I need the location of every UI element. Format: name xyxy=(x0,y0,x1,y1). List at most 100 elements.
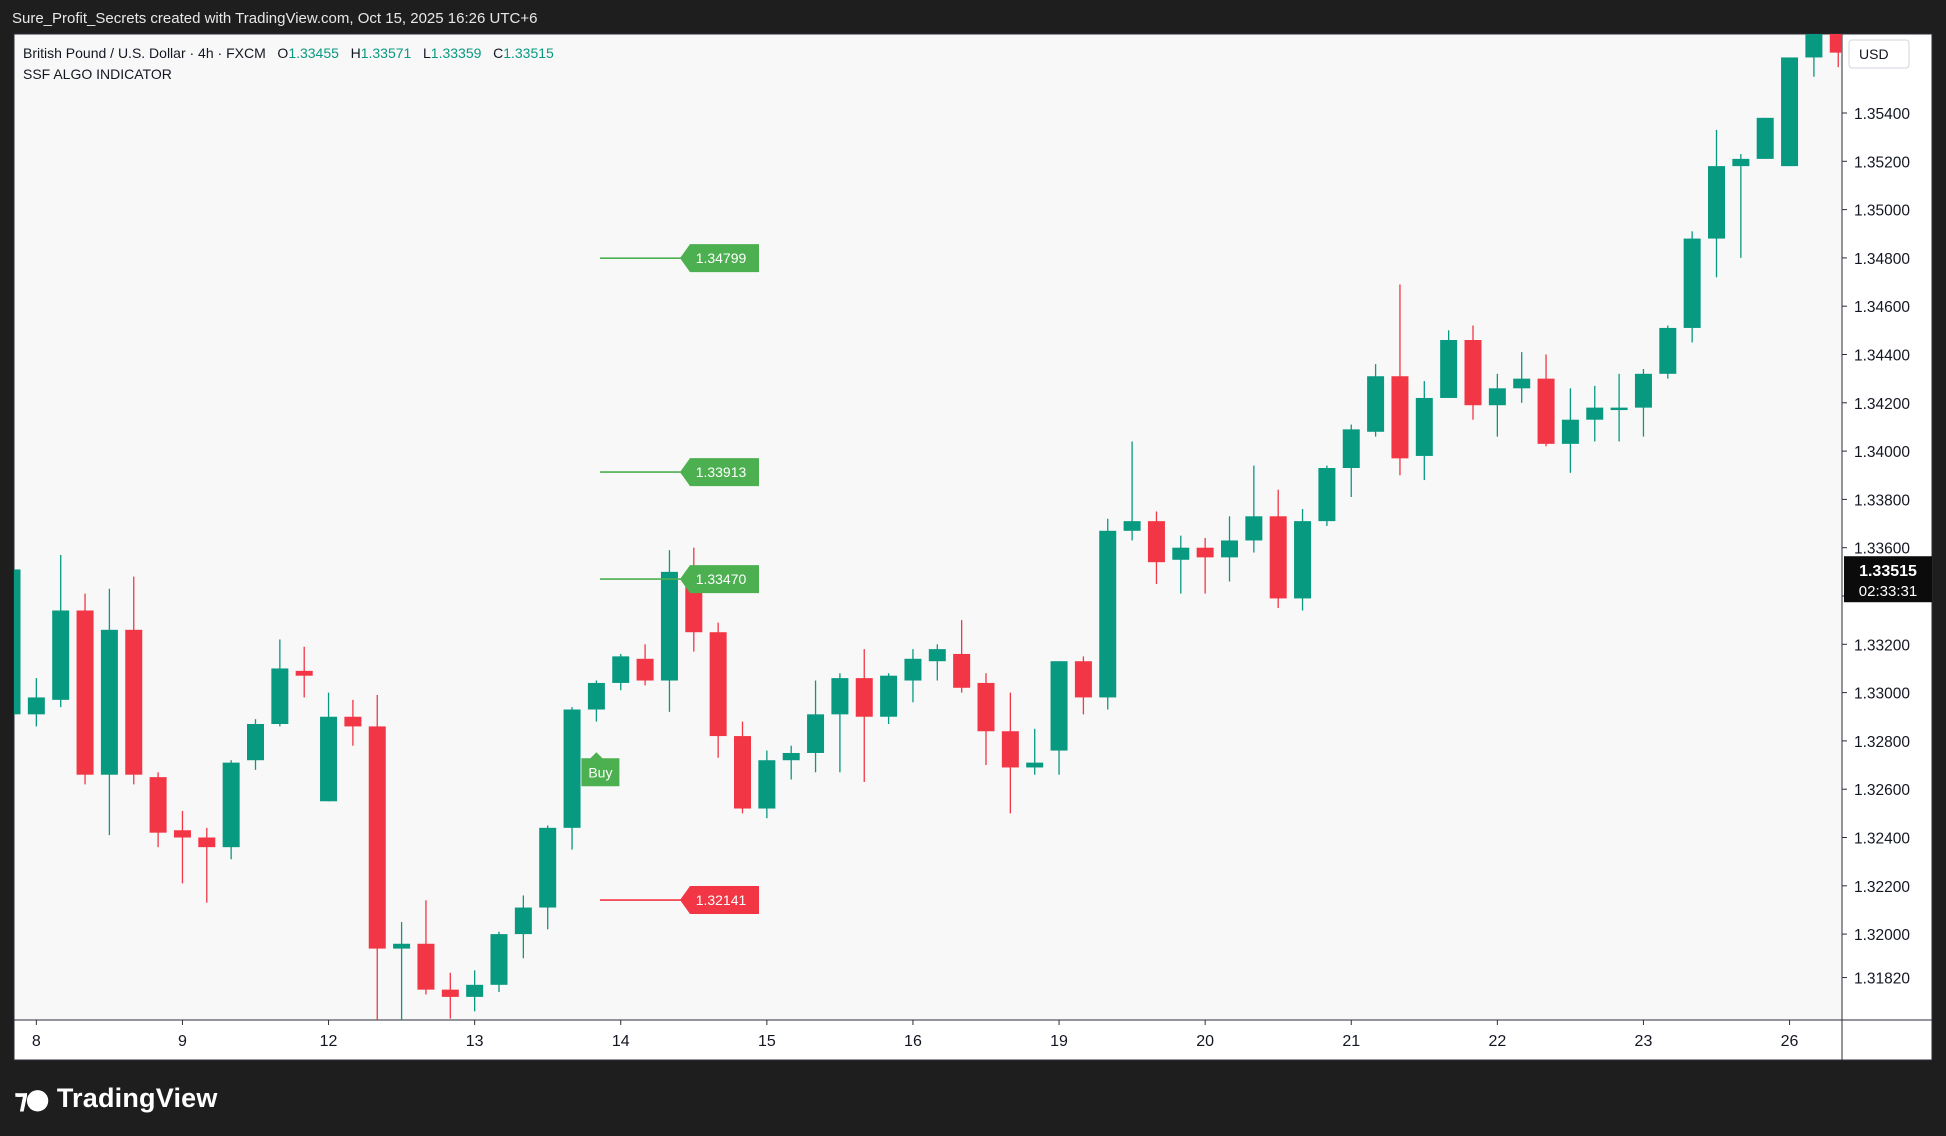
level-label-box xyxy=(680,244,759,273)
candle-body xyxy=(247,723,264,761)
candle-body xyxy=(831,678,849,715)
candle-body xyxy=(52,610,70,700)
candle-body xyxy=(1440,340,1458,398)
candle-body xyxy=(271,668,289,724)
candle-body xyxy=(587,682,605,710)
price-axis xyxy=(1842,34,1932,1020)
candle-body xyxy=(514,907,532,935)
candle-body xyxy=(1099,530,1117,698)
candle-body xyxy=(320,716,338,802)
open-value: 1.33455 xyxy=(288,45,339,61)
tradingview-logo-icon: ⁊● xyxy=(14,1082,50,1115)
candle-body xyxy=(1221,540,1238,558)
currency-button xyxy=(1848,39,1910,69)
candle-body xyxy=(1708,166,1725,239)
x-tick-label: 12 xyxy=(320,1033,338,1050)
low-label: L xyxy=(423,45,431,61)
candle-body xyxy=(880,675,898,717)
candle-body xyxy=(27,697,45,715)
candle-body xyxy=(1269,516,1287,599)
candle-body xyxy=(1123,521,1141,531)
candle-body xyxy=(1026,762,1044,768)
candle-body xyxy=(368,726,386,949)
y-tick-label: 1.35400 xyxy=(1854,106,1910,123)
x-tick-label: 13 xyxy=(466,1033,484,1050)
close-label: C xyxy=(493,45,504,61)
y-tick-label: 1.33000 xyxy=(1854,686,1910,703)
candle-body xyxy=(1488,388,1506,406)
candle-body xyxy=(758,760,776,809)
x-tick-label: 21 xyxy=(1342,1033,1360,1050)
candle-body xyxy=(125,629,143,775)
x-tick-label: 19 xyxy=(1050,1033,1068,1050)
candle-body xyxy=(1805,34,1823,58)
chart-frame xyxy=(13,33,1933,1061)
x-tick-label: 14 xyxy=(612,1033,630,1050)
candle-body xyxy=(612,656,630,683)
candle-body xyxy=(393,943,411,949)
symbol-title: British Pound / U.S. Dollar · 4h · FXCM xyxy=(23,45,266,61)
y-tick-label: 1.32400 xyxy=(1854,831,1910,848)
y-tick-label: 1.34600 xyxy=(1854,299,1910,316)
candle-body xyxy=(1683,238,1701,328)
y-tick-label: 1.32800 xyxy=(1854,734,1910,751)
y-tick-label: 1.34000 xyxy=(1854,444,1910,461)
y-tick-label: 1.32600 xyxy=(1854,782,1910,799)
level-label-box xyxy=(680,886,759,915)
candles-group xyxy=(14,34,1842,1020)
candle-body xyxy=(1586,407,1604,420)
header-caption-bar: Sure_Profit_Secrets created with Trading… xyxy=(0,0,1946,38)
candle-body xyxy=(563,709,581,828)
plot-area xyxy=(14,34,1842,1020)
candle-body xyxy=(953,653,971,688)
x-tick-label: 8 xyxy=(32,1033,41,1050)
y-tick-label: 1.34200 xyxy=(1854,396,1910,413)
candle-body xyxy=(1196,547,1214,558)
candle-body xyxy=(1659,327,1677,374)
candle-body xyxy=(807,714,825,753)
level-label: 1.33470 xyxy=(696,571,747,587)
candle-body xyxy=(344,716,362,727)
tradingview-logo-text: TradingView xyxy=(56,1083,218,1113)
y-tick-label: 1.35200 xyxy=(1854,154,1910,171)
candle-body xyxy=(660,571,678,681)
candle-body xyxy=(417,943,435,990)
y-tick-label: 1.32000 xyxy=(1854,927,1910,944)
candle-body xyxy=(855,678,873,717)
close-value: 1.33515 xyxy=(503,45,554,61)
current-price-badge xyxy=(1844,556,1932,603)
level-label: 1.33913 xyxy=(696,464,747,480)
x-tick-label: 15 xyxy=(758,1033,776,1050)
x-tick-label: 20 xyxy=(1196,1033,1214,1050)
x-tick-label: 26 xyxy=(1781,1033,1799,1050)
level-label: 1.32141 xyxy=(696,892,747,908)
candle-body xyxy=(1756,117,1774,159)
candle-body xyxy=(1391,376,1409,459)
level-label-box xyxy=(680,458,759,487)
candle-body xyxy=(295,670,313,676)
candle-body xyxy=(1513,378,1531,389)
candle-body xyxy=(490,934,508,985)
tradingview-logo: ⁊● TradingView xyxy=(14,1082,218,1115)
candle-body xyxy=(1050,661,1068,751)
y-tick-label: 1.31820 xyxy=(1854,971,1910,988)
candle-body xyxy=(222,762,240,848)
candle-body xyxy=(1732,158,1750,167)
y-tick-label: 1.32200 xyxy=(1854,879,1910,896)
candle-body xyxy=(1829,34,1842,53)
x-tick-label: 23 xyxy=(1635,1033,1653,1050)
candle-body xyxy=(76,610,94,775)
level-label-box xyxy=(680,565,759,594)
current-price-label: 1.33515 xyxy=(1859,563,1917,580)
candle-body xyxy=(1367,376,1385,432)
x-tick-label: 22 xyxy=(1488,1033,1506,1050)
y-tick-label: 1.33600 xyxy=(1854,541,1910,558)
candle-body xyxy=(1634,373,1652,408)
y-tick-label: 1.34800 xyxy=(1854,251,1910,268)
indicator-legend[interactable]: SSF ALGO INDICATOR xyxy=(23,66,172,82)
symbol-legend: British Pound / U.S. Dollar · 4h · FXCM … xyxy=(23,45,554,61)
candle-body xyxy=(1537,378,1555,444)
candle-body xyxy=(1147,521,1165,563)
y-tick-label: 1.33800 xyxy=(1854,492,1910,509)
